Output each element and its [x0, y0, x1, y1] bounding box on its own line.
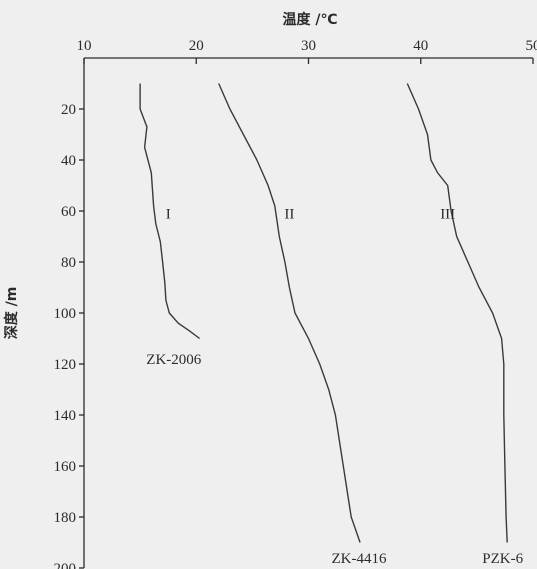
- x-tick-label: 30: [301, 38, 316, 54]
- series-line: [218, 83, 361, 543]
- y-tick-label: 200: [54, 561, 77, 569]
- x-tick-label: 50: [526, 38, 537, 54]
- series-line: [406, 83, 508, 543]
- series-name-label: PZK-6: [482, 551, 523, 567]
- y-axis-title: 深度 /m: [3, 287, 20, 340]
- series-ZK-4416: II ZK-4416: [218, 83, 387, 567]
- series-roman-label: II: [284, 207, 294, 223]
- x-axis-ticks: 10 20 30 40 50: [77, 38, 537, 64]
- series-name-label: ZK-4416: [332, 551, 387, 567]
- y-tick-label: 140: [54, 408, 77, 424]
- series-group: I ZK-2006 II ZK-4416 III PZK-6: [139, 83, 524, 567]
- y-tick-label: 40: [61, 153, 76, 169]
- y-tick-label: 60: [61, 204, 76, 220]
- y-axis-ticks: 20 40 60 80 100 120 140 160 180 200: [54, 102, 84, 569]
- y-tick-label: 20: [61, 102, 76, 118]
- series-ZK-2006: I ZK-2006: [139, 83, 202, 368]
- y-tick-label: 160: [54, 459, 77, 475]
- series-roman-label: III: [440, 207, 455, 223]
- x-tick-label: 10: [77, 38, 92, 54]
- x-axis-title: 温度 /℃: [283, 11, 338, 28]
- axes: [83, 57, 533, 568]
- x-tick-label: 40: [413, 38, 428, 54]
- y-tick-label: 120: [54, 357, 77, 373]
- series-roman-label: I: [166, 207, 171, 223]
- y-tick-label: 80: [61, 255, 76, 271]
- y-tick-label: 100: [54, 306, 77, 322]
- x-tick-label: 20: [189, 38, 204, 54]
- series-line: [139, 83, 201, 340]
- series-name-label: ZK-2006: [146, 352, 201, 368]
- y-tick-label: 180: [54, 510, 77, 526]
- series-PZK-6: III PZK-6: [406, 83, 524, 567]
